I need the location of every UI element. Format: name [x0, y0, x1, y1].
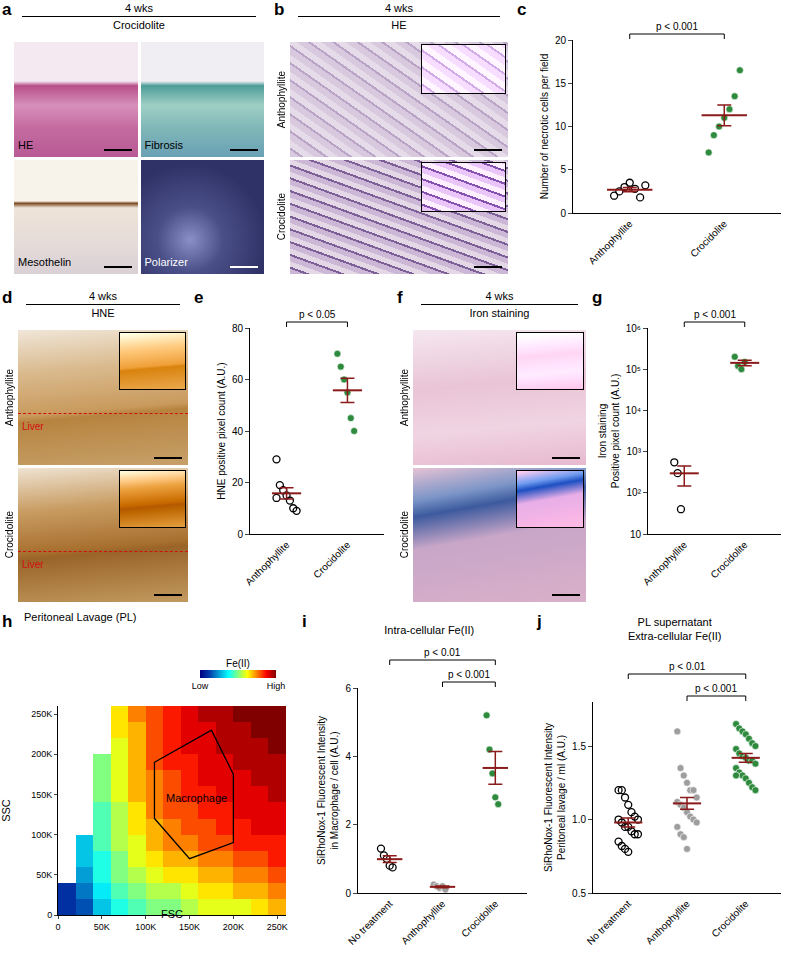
svg-text:p < 0.001: p < 0.001 — [448, 669, 490, 680]
html-text:Liver: Liver — [22, 559, 44, 570]
svg-text:No treatment: No treatment — [346, 898, 395, 947]
svg-text:10⁴: 10⁴ — [626, 405, 641, 416]
html-text:Crocidolite: Crocidolite — [3, 511, 15, 559]
svg-text:0: 0 — [237, 529, 243, 540]
svg-text:80: 80 — [232, 323, 244, 334]
svg-text:Crocidolite: Crocidolite — [311, 539, 352, 580]
svg-text:Fe(II): Fe(II) — [226, 658, 250, 669]
html-text:Polarizer: Polarizer — [144, 256, 188, 268]
svg-text:10⁶: 10⁶ — [626, 323, 641, 334]
svg-text:250K: 250K — [267, 922, 288, 932]
svg-text:0: 0 — [55, 922, 60, 932]
html-text:Crocidolite: Crocidolite — [398, 511, 410, 559]
svg-text:Anthophyllite: Anthophyllite — [399, 898, 448, 947]
svg-text:150K: 150K — [31, 790, 52, 800]
html-text:h: h — [2, 612, 13, 631]
svg-text:p < 0.001: p < 0.001 — [694, 309, 736, 320]
html-text:a: a — [2, 0, 12, 19]
svg-text:p < 0.05: p < 0.05 — [299, 309, 336, 320]
html-text:Fibrosis: Fibrosis — [144, 138, 183, 151]
svg-text:6: 6 — [345, 683, 351, 694]
html-text:c: c — [517, 0, 527, 19]
svg-text:Crocidolite: Crocidolite — [459, 898, 500, 939]
svg-text:15: 15 — [555, 78, 567, 89]
svg-text:10²: 10² — [627, 487, 642, 498]
svg-text:50K: 50K — [94, 922, 110, 932]
svg-text:150K: 150K — [179, 922, 200, 932]
svg-text:Iron stainingPositive pixel co: Iron stainingPositive pixel count (A.U.) — [597, 374, 621, 489]
svg-text:Crocidolite: Crocidolite — [708, 539, 749, 580]
svg-text:10⁵: 10⁵ — [626, 364, 641, 375]
svg-text:10: 10 — [555, 121, 567, 132]
svg-text:FSC: FSC — [161, 908, 183, 920]
svg-text:20: 20 — [232, 477, 244, 488]
svg-text:p < 0.001: p < 0.001 — [695, 683, 737, 694]
svg-text:10: 10 — [630, 529, 642, 540]
html-text:Anthophyllite: Anthophyllite — [3, 368, 15, 426]
svg-text:p < 0.01: p < 0.01 — [424, 647, 461, 658]
svg-text:Anthophyllite: Anthophyllite — [641, 539, 690, 588]
svg-text:2: 2 — [345, 819, 351, 830]
html-text:Anthophyllite: Anthophyllite — [398, 368, 410, 426]
html-text:i: i — [302, 612, 307, 631]
svg-text:Intra-cellular Fe(II): Intra-cellular Fe(II) — [384, 624, 474, 636]
svg-text:1.5: 1.5 — [572, 741, 586, 752]
svg-text:50K: 50K — [36, 870, 52, 880]
svg-text:0: 0 — [560, 208, 566, 219]
svg-text:Crocidolite: Crocidolite — [710, 898, 751, 939]
html-text:4 wks: 4 wks — [88, 290, 118, 302]
html-text:Crocidolite: Crocidolite — [275, 193, 287, 241]
svg-text:PL supernatantExtra-cellular F: PL supernatantExtra-cellular Fe(II) — [628, 616, 722, 642]
svg-text:Low: Low — [192, 681, 209, 691]
html-text:e: e — [194, 288, 204, 307]
html-text:Anthophyllite: Anthophyllite — [275, 70, 287, 128]
svg-text:0: 0 — [47, 910, 52, 920]
svg-text:250K: 250K — [31, 709, 52, 719]
svg-text:SiRhoNox-1 Fluorescent Intensi: SiRhoNox-1 Fluorescent Intensityin Macro… — [316, 716, 340, 865]
svg-text:60: 60 — [232, 374, 244, 385]
html-text:4 wks: 4 wks — [384, 2, 414, 14]
svg-text:SSC: SSC — [0, 799, 12, 822]
html-text:f: f — [397, 288, 403, 307]
svg-text:100K: 100K — [31, 830, 52, 840]
html-text:d: d — [2, 288, 13, 307]
svg-text:Peritoneal Lavage (PL): Peritoneal Lavage (PL) — [24, 612, 137, 623]
svg-text:100K: 100K — [135, 922, 156, 932]
svg-text:Number of necrotic cells per f: Number of necrotic cells per field — [539, 54, 550, 200]
html-text:Mesothelin: Mesothelin — [18, 256, 72, 268]
svg-text:40: 40 — [232, 426, 244, 437]
svg-text:0: 0 — [345, 888, 351, 899]
svg-text:20: 20 — [555, 35, 567, 46]
svg-text:5: 5 — [560, 164, 566, 175]
svg-text:p < 0.001: p < 0.001 — [656, 21, 698, 32]
svg-text:Macrophage: Macrophage — [166, 792, 227, 804]
svg-text:0.5: 0.5 — [572, 888, 586, 899]
svg-text:No treatment: No treatment — [585, 898, 634, 947]
svg-text:Anthophyllite: Anthophyllite — [243, 539, 292, 588]
svg-text:SiRhoNox-1 Fluorescent Intensi: SiRhoNox-1 Fluorescent IntensityPeritone… — [543, 723, 567, 872]
svg-text:Crocidolite: Crocidolite — [688, 218, 729, 259]
html-text:4 wks: 4 wks — [485, 290, 514, 302]
html-text:g: g — [592, 288, 603, 307]
html-text:HE: HE — [18, 138, 34, 151]
svg-text:200K: 200K — [31, 749, 52, 759]
svg-text:200K: 200K — [223, 922, 244, 932]
html-text:j: j — [537, 612, 542, 631]
html-text:b: b — [274, 0, 285, 19]
svg-text:Anthophyllite: Anthophyllite — [586, 218, 635, 267]
svg-text:1.0: 1.0 — [572, 814, 586, 825]
html-text:HNE: HNE — [91, 307, 115, 319]
svg-text:High: High — [267, 681, 286, 691]
html-text:HE: HE — [391, 19, 407, 31]
svg-text:4: 4 — [345, 751, 351, 762]
html-text:4 wks: 4 wks — [124, 2, 154, 14]
html-text:Liver: Liver — [22, 421, 44, 433]
svg-text:HNE positive pixel count (A.U.: HNE positive pixel count (A.U.) — [216, 362, 227, 499]
svg-text:Anthophyllite: Anthophyllite — [644, 898, 693, 947]
html-text:Crocidolite: Crocidolite — [113, 19, 165, 31]
svg-text:10³: 10³ — [627, 446, 642, 457]
html-text:Iron staining: Iron staining — [469, 307, 530, 319]
svg-text:p < 0.01: p < 0.01 — [669, 661, 706, 672]
